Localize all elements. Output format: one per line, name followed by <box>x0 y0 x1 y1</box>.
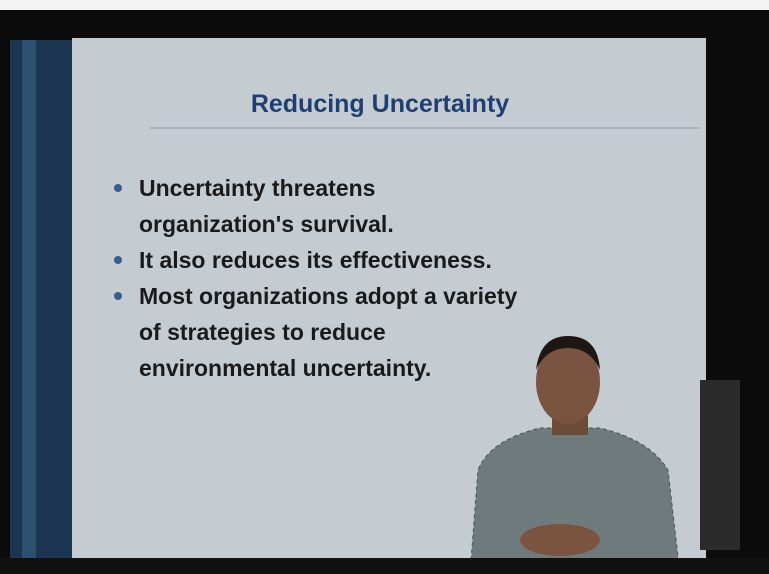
side-prop <box>700 380 740 550</box>
bullet-text: organization's survival. <box>139 211 394 237</box>
bullet-text: of strategies to reduce <box>139 319 386 345</box>
bullet-text: Uncertainty threatens <box>139 175 375 201</box>
bullet-dot <box>114 256 122 264</box>
left-strip-light <box>22 40 36 565</box>
left-strip <box>10 40 72 565</box>
top-edge <box>0 0 769 10</box>
desk <box>0 558 769 574</box>
bullet-dot <box>114 292 122 300</box>
bullet-text: environmental uncertainty. <box>139 355 431 381</box>
bullet-dot <box>114 184 122 192</box>
video-frame: Reducing Uncertainty Uncertainty threate… <box>0 0 769 574</box>
page: Reducing Uncertainty Uncertainty threate… <box>0 0 769 574</box>
bullet-text: It also reduces its effectiveness. <box>139 247 492 273</box>
presenter-hands <box>520 524 600 556</box>
slide-title: Reducing Uncertainty <box>251 90 509 118</box>
bullet-text: Most organizations adopt a variety <box>139 283 517 309</box>
